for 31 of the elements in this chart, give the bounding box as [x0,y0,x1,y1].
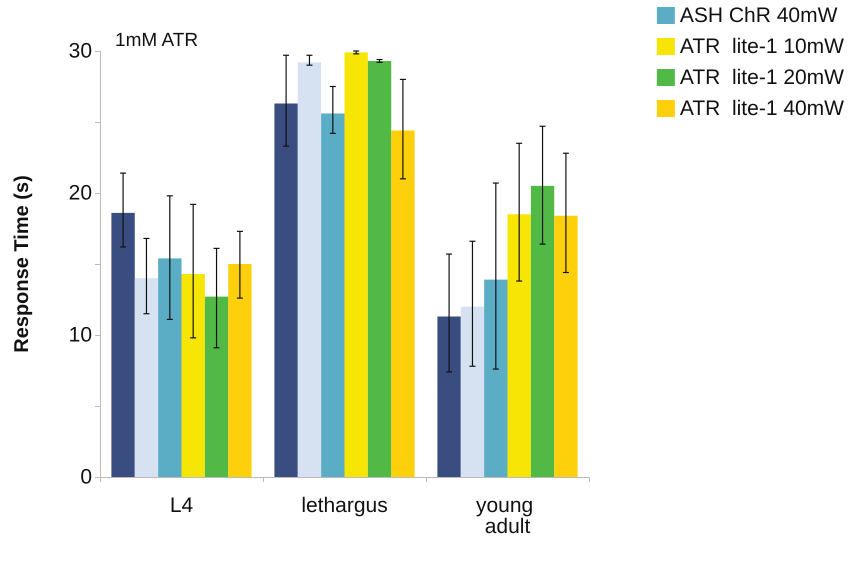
bar [344,52,368,477]
bar [484,280,508,477]
x-tick-label: young adult [476,494,540,538]
bar [508,214,531,477]
y-tick-label: 30 [68,40,92,62]
bar [437,316,461,477]
chart-title: 1mM ATR [115,30,198,51]
bar [554,216,578,477]
y-tick-label: 20 [68,182,92,204]
bar [204,296,228,477]
legend-label: ATR lite-1 40mW [680,97,844,120]
bar [298,62,322,477]
bar [111,212,135,477]
bar [134,278,158,477]
bar [460,306,484,477]
bar [182,274,205,477]
bar [274,104,298,477]
y-axis-title: Response Time (s) [11,175,33,353]
bar [530,186,554,477]
legend-label: ATR lite-1 10mW [680,35,844,58]
x-tick-label: L4 [170,494,194,517]
y-tick-label: 0 [80,466,92,488]
bar [321,113,344,477]
bar [228,264,252,477]
x-tick-label: lethargus [301,494,388,517]
bar [391,130,415,477]
legend-label: ATR lite-1 20mW [680,66,844,89]
legend-label: ASH ChR 40mW [680,4,838,27]
bar [368,60,392,477]
bar [158,258,182,477]
y-tick-label: 10 [68,324,92,346]
